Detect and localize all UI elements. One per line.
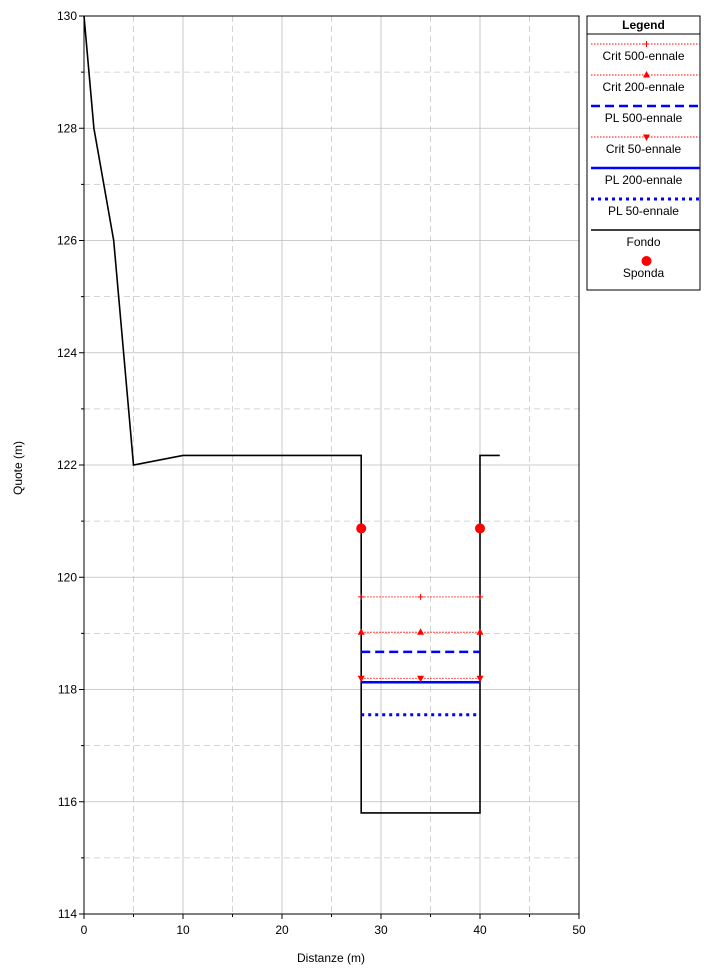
series-crit-200-ennale-point — [417, 628, 425, 635]
y-tick-label: 116 — [58, 795, 77, 809]
x-tick-label: 30 — [374, 923, 388, 937]
x-tick-label: 20 — [275, 923, 289, 937]
y-tick-label: 114 — [58, 907, 77, 921]
y-tick-label: 118 — [58, 683, 77, 697]
x-tick-label: 40 — [473, 923, 487, 937]
series-sponda-point — [356, 523, 367, 534]
legend-pl-500-ennale-label: PL 500-ennale — [605, 111, 683, 125]
x-tick-label: 0 — [81, 923, 88, 937]
legend-crit-50-ennale-marker — [643, 134, 650, 141]
y-tick-label: 124 — [57, 346, 77, 360]
legend-crit-200-ennale-marker — [643, 71, 650, 78]
grid — [84, 16, 579, 914]
legend-title: Legend — [622, 18, 665, 32]
legend-sponda-label: Sponda — [623, 266, 665, 280]
series-crit-500-ennale-point — [358, 593, 365, 600]
x-tick-label: 50 — [572, 923, 586, 937]
x-axis-label: Distanze (m) — [297, 951, 365, 965]
series-crit-500-ennale-point — [477, 593, 483, 600]
x-tick-label: 10 — [176, 923, 190, 937]
legend: Legend Crit 500-ennale Crit 200-ennale PL 5… — [586, 15, 701, 291]
series-crit-200-ennale-point — [476, 628, 484, 635]
series-layer — [83, 15, 500, 814]
legend-pl-50-ennale-label: PL 50-ennale — [608, 204, 679, 218]
legend-sponda-marker — [641, 256, 652, 266]
series-sponda-point — [475, 523, 485, 534]
legend-crit-200-ennale-label: Crit 200-ennale — [602, 80, 684, 94]
series-crit-200-ennale-point — [357, 628, 365, 635]
axes: 0 10 20 30 40 50 114 116 118 120 122 124 126 128 130 — [57, 9, 586, 937]
y-tick-label: 122 — [57, 458, 77, 472]
legend-pl-200-ennale-label: PL 200-ennale — [605, 173, 683, 187]
legend-crit-500-ennale-marker — [643, 41, 650, 47]
y-tick-label: 126 — [57, 234, 77, 248]
y-tick-label: 128 — [57, 121, 77, 135]
y-tick-label: 130 — [57, 9, 77, 23]
legend-crit-50-ennale-label: Crit 50-ennale — [606, 142, 682, 156]
legend-crit-500-ennale-label: Crit 500-ennale — [602, 49, 684, 63]
y-axis-label: Quote (m) — [11, 441, 25, 495]
series-fondo-line — [83, 15, 500, 814]
series-crit-50-ennale-point — [476, 675, 484, 683]
legend-fondo-label: Fondo — [626, 235, 660, 249]
series-crit-500-ennale-point — [417, 593, 424, 600]
series-crit-50-ennale-point — [417, 675, 425, 683]
series-crit-50-ennale-point — [357, 675, 365, 683]
legend-box — [586, 15, 701, 291]
y-tick-label: 120 — [57, 570, 77, 584]
